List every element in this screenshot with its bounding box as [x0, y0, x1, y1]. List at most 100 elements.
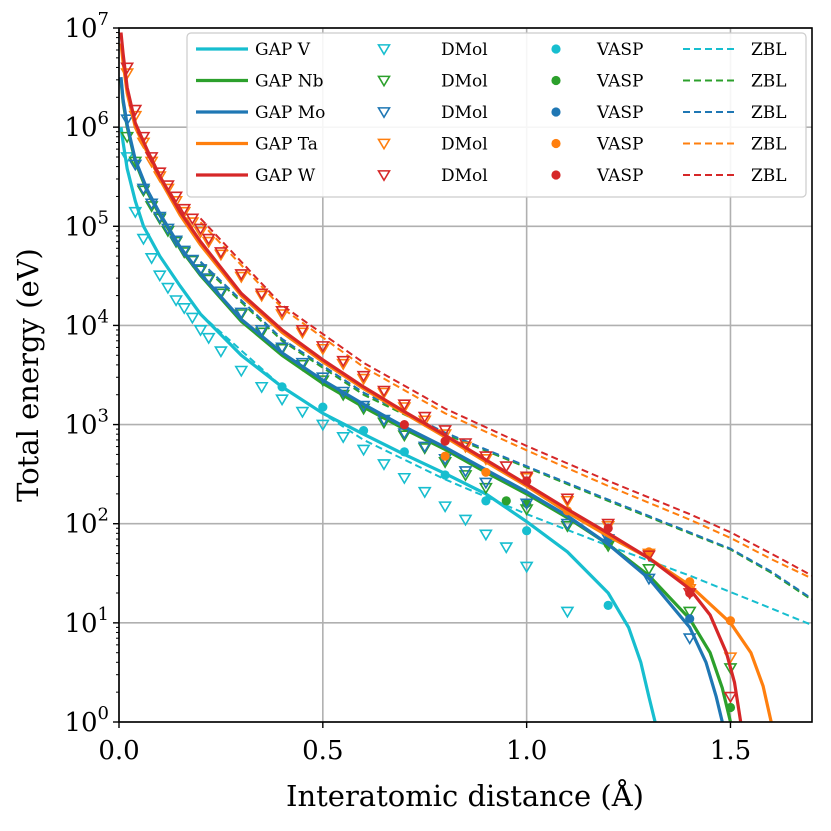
dmol-point-mo: [315, 372, 330, 385]
legend-label-gap-w: GAP W: [255, 166, 316, 186]
dmol-point-mo: [152, 211, 167, 224]
dmol-point-mo: [458, 466, 473, 478]
vasp-point-mo: [685, 614, 695, 624]
dmol-point-w: [185, 213, 200, 226]
legend-label-zbl-mo: ZBL: [751, 103, 787, 123]
dmol-point-w: [295, 325, 310, 337]
dmol-point-w: [458, 438, 473, 450]
dmol-point-w: [397, 399, 412, 412]
legend-handle-dmol-w: [377, 170, 391, 182]
dmol-point-mo: [356, 400, 371, 413]
x-tick-label: 1.5: [710, 736, 751, 766]
vasp-point-nb: [725, 702, 736, 713]
zbl-line-mo: [199, 260, 812, 600]
y-tick-base: 10: [64, 14, 97, 44]
dmol-point-v: [356, 444, 371, 457]
y-tick-label: 107: [64, 9, 109, 44]
dmol-point-v: [499, 542, 514, 554]
dmol-point-v: [438, 501, 453, 514]
dmol-point-ta: [336, 358, 351, 371]
legend-label-dmol-nb: DMol: [441, 72, 488, 92]
vasp-point-v: [358, 425, 369, 436]
dmol-point-w: [193, 223, 208, 236]
dmol-point-mo: [275, 342, 289, 355]
y-tick-base: 10: [64, 510, 97, 540]
dmol-point-nb: [397, 430, 412, 443]
dmol-point-v: [275, 394, 289, 407]
y-tick-base: 10: [64, 411, 97, 441]
legend-handle-vasp-v: [551, 44, 561, 54]
dmol-point-w: [519, 471, 534, 484]
vasp-point-v: [522, 526, 532, 536]
vasp-point-w: [522, 476, 532, 486]
dmol-point-w: [120, 62, 135, 75]
legend-label-dmol-mo: DMol: [441, 103, 488, 123]
dmol-point-ta: [397, 402, 412, 414]
vasp-point-ta: [481, 467, 491, 477]
legend-label-zbl-v: ZBL: [751, 40, 787, 60]
dmol-point-w: [377, 385, 391, 398]
vasp-point-ta: [440, 451, 450, 461]
y-tick-label: 101: [64, 604, 109, 639]
dmol-point-mo: [128, 159, 143, 172]
y-tick-exponent: 0: [98, 703, 109, 724]
dmol-point-v: [315, 419, 330, 432]
dmol-point-v: [336, 432, 351, 444]
zbl-line-nb: [199, 262, 812, 601]
legend-handle-vasp-ta: [551, 138, 561, 149]
dmol-point-v: [458, 514, 473, 527]
vasp-point-v: [318, 402, 328, 412]
legend-handle-vasp-nb: [551, 75, 561, 86]
dmol-point-w: [254, 288, 269, 301]
dmol-point-w: [144, 152, 159, 164]
dmol-point-mo: [377, 414, 391, 427]
y-tick-base: 10: [64, 609, 97, 639]
dmol-point-w: [234, 269, 249, 281]
dmol-point-v: [214, 346, 228, 358]
dmol-point-ta: [377, 387, 391, 400]
legend-label-vasp-v: VASP: [596, 40, 643, 60]
dmol-point-v: [128, 206, 143, 219]
dmol-point-mo: [417, 441, 432, 454]
dmol-point-v: [177, 303, 192, 315]
vasp-point-nb: [501, 496, 511, 506]
dmol-point-mo: [193, 264, 208, 276]
legend-handle-dmol-mo: [377, 107, 391, 119]
x-tick-label: 1.0: [506, 736, 547, 766]
legend-label-gap-ta: GAP Ta: [255, 135, 318, 155]
y-tick-exponent: 3: [98, 406, 109, 427]
dmol-point-v: [417, 486, 432, 499]
y-tick-exponent: 2: [98, 505, 109, 526]
dmol-point-w: [201, 233, 216, 246]
dmol-point-v: [377, 459, 391, 471]
dmol-point-mo: [169, 235, 183, 248]
dmol-point-v: [161, 282, 175, 295]
legend: GAP V DMol VASP ZBL GAP Nb DMol VASP ZBL GAP Mo D…: [186, 32, 807, 198]
y-tick-exponent: 4: [98, 306, 109, 327]
y-tick-label: 100: [64, 703, 109, 738]
dmol-point-mo: [201, 273, 216, 285]
dmol-point-v: [144, 252, 159, 265]
dmol-point-v: [136, 233, 151, 246]
dmol-point-ta: [295, 327, 310, 340]
dmol-point-mo: [642, 573, 656, 586]
dmol-point-v: [560, 606, 575, 619]
vasp-point-ta: [685, 577, 695, 587]
dmol-point-ta: [193, 226, 208, 239]
dmol-point-w: [642, 550, 656, 563]
dmol-point-mo: [295, 357, 310, 370]
dmol-point-v: [397, 472, 412, 485]
legend-label-zbl-ta: ZBL: [751, 135, 787, 155]
dmol-point-v: [519, 561, 534, 574]
dmol-point-v: [193, 325, 208, 337]
legend-label-dmol-w: DMol: [441, 166, 488, 186]
legend-label-zbl-w: ZBL: [751, 166, 787, 186]
dmol-point-w: [560, 493, 575, 506]
dmol-point-v: [169, 295, 183, 307]
dmol-point-w: [136, 131, 151, 144]
dmol-point-v: [295, 406, 310, 419]
zbl-line-ta: [199, 221, 812, 580]
y-tick-label: 103: [64, 406, 109, 441]
